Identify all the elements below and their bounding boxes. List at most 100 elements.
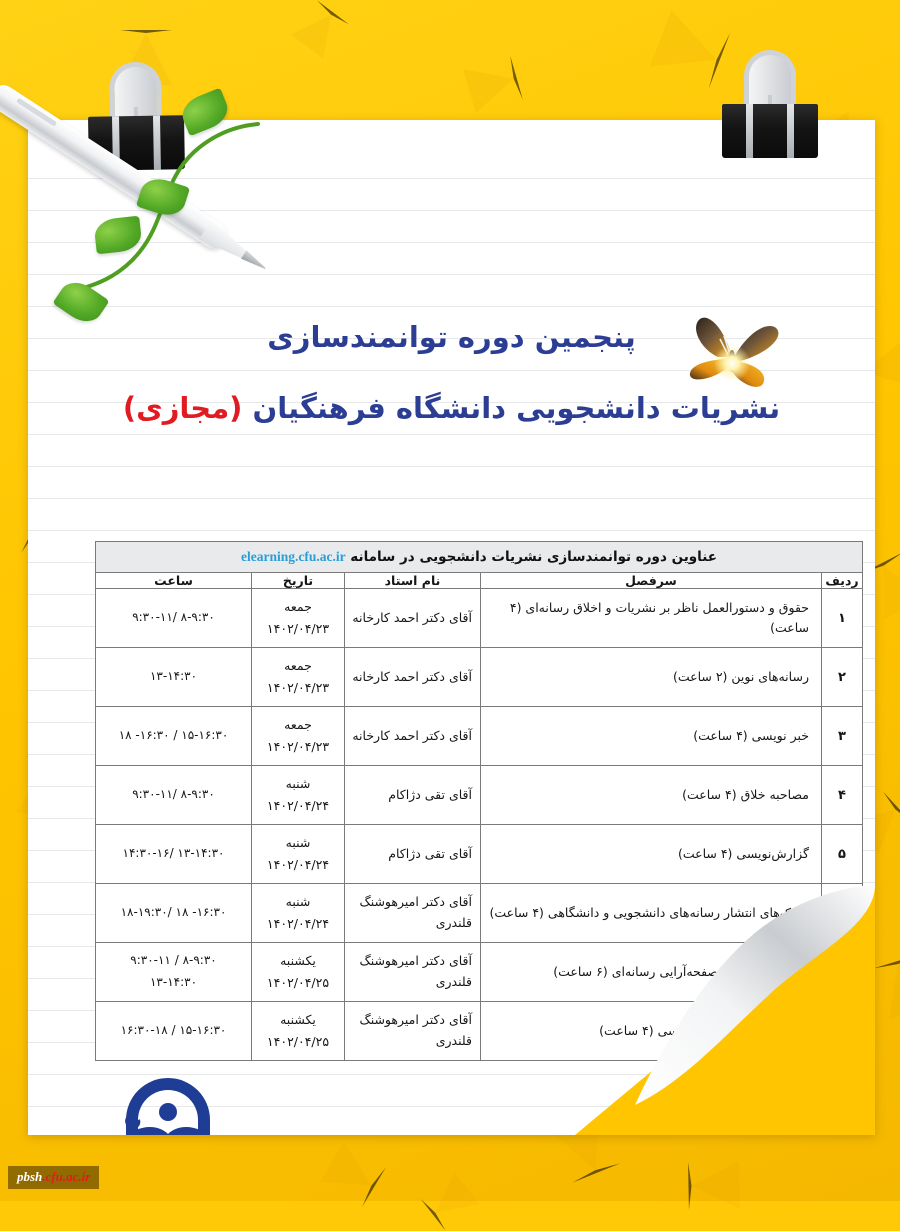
row-teacher: آقای تقی دژاکام (344, 824, 481, 884)
table-row: ۱ حقوق و دستورالعمل ناظر بر نشریات و اخلا… (95, 588, 863, 648)
row-subject: خبر نویسی (۴ ساعت) (480, 706, 822, 766)
row-number: ۶ (821, 883, 863, 943)
rule-line (28, 402, 875, 403)
row-date-value: ۱۴۰۲/۰۴/۲۳ (266, 680, 330, 695)
row-number: ۸ (821, 1001, 863, 1061)
page-title-virtual-tag: (مجازی) (122, 390, 243, 425)
rule-line (28, 242, 875, 243)
row-teacher: آقای دکتر احمد کارخانه (344, 588, 481, 648)
row-number: ۵ (821, 824, 863, 884)
row-date-value: ۱۴۰۲/۰۴/۲۴ (266, 798, 330, 813)
row-time-1: ۱۳-۱۴:۳۰ /۱۴:۳۰-۱۶ (122, 846, 225, 861)
row-time-2: ۱۳-۱۴:۳۰ (149, 975, 198, 989)
schedule-table: عناوین دوره توانمندسازی نشریات دانشجویی … (95, 541, 863, 1061)
row-subject: رسانه‌های نوین (۲ ساعت) (480, 647, 822, 707)
rule-line (28, 466, 875, 467)
elearning-url-link[interactable]: elearning.cfu.ac.ir (241, 549, 346, 564)
table-row: ۸ مقاله رسانه‌ای و مقاله‌نویسی (۴ ساعت) آق… (95, 1001, 863, 1061)
row-date: جمعه ۱۴۰۲/۰۴/۲۳ (251, 588, 345, 648)
col-header-subject: سرفصل (480, 572, 822, 589)
row-date: شنبه ۱۴۰۲/۰۴/۲۴ (251, 824, 345, 884)
butterfly-icon (689, 317, 779, 387)
rule-line (28, 1106, 875, 1107)
row-number: ۴ (821, 765, 863, 825)
row-date: یکشنبه ۱۴۰۲/۰۴/۲۵ (251, 942, 345, 1002)
row-date-value: ۱۴۰۲/۰۴/۲۴ (266, 857, 330, 872)
row-weekday: شنبه (285, 835, 311, 851)
row-time: ۸-۹:۳۰ / ۹:۳۰-۱۱ ۱۳-۱۴:۳۰ (95, 942, 252, 1002)
row-date: شنبه ۱۴۰۲/۰۴/۲۴ (251, 765, 345, 825)
rule-line (28, 210, 875, 211)
row-time: ۱۵-۱۶:۳۰ / ۱۶:۳۰-۱۸ (95, 1001, 252, 1061)
table-row: ۵ گزارش‌نویسی (۴ ساعت) آقای تقی دژاکام شنبه… (95, 824, 863, 884)
page-title-line1: پنجمین دوره توانمندسازی (267, 320, 636, 354)
row-weekday: جمعه (284, 658, 312, 674)
table-row: ۶ تکنیک‌های انتشار رسانه‌های دانشجویی و د… (95, 883, 863, 943)
row-time: ۱۳-۱۴:۳۰ (95, 647, 252, 707)
row-subject: گزارش‌نویسی (۴ ساعت) (480, 824, 822, 884)
row-time: ۸-۹:۳۰ /۹:۳۰-۱۱ (95, 588, 252, 648)
row-weekday: شنبه (285, 776, 311, 792)
cfu-logo: دانشگاه فرهنگیان معاونت فرهنگی و اجتماعی (106, 1068, 231, 1135)
rule-line (28, 530, 875, 531)
binder-clip-right-wire (744, 50, 796, 114)
row-subject: مقاله رسانه‌ای و مقاله‌نویسی (۴ ساعت) (480, 1001, 822, 1061)
schedule-table-wrapper: عناوین دوره توانمندسازی نشریات دانشجویی … (95, 541, 863, 1061)
table-row: ۲ رسانه‌های نوین (۲ ساعت) آقای دکتر احمد ک… (95, 647, 863, 707)
row-time-1: ۱۵-۱۶:۳۰ / ۱۶:۳۰-۱۸ (120, 1023, 227, 1038)
watermark-part2: .cfu.ac.ir (42, 1169, 91, 1184)
row-date: جمعه ۱۴۰۲/۰۴/۲۳ (251, 647, 345, 707)
col-header-time: ساعت (95, 572, 252, 589)
row-time: ۱۳-۱۴:۳۰ /۱۴:۳۰-۱۶ (95, 824, 252, 884)
rule-line (28, 178, 875, 179)
row-time: ۱۵-۱۶:۳۰ / ۱۶:۳۰- ۱۸ (95, 706, 252, 766)
background-triangle (291, 0, 349, 59)
row-time-1: ۱۶:۳۰- ۱۸ /۱۸-۱۹:۳۰ (120, 905, 227, 920)
row-date-value: ۱۴۰۲/۰۴/۲۳ (266, 621, 330, 636)
row-weekday: جمعه (284, 599, 312, 615)
row-weekday: یکشنبه (280, 953, 316, 969)
row-time-1: ۱۵-۱۶:۳۰ / ۱۶:۳۰- ۱۸ (118, 728, 229, 743)
binder-clip-right-body (722, 104, 818, 158)
row-teacher: آقای تقی دژاکام (344, 765, 481, 825)
rule-line (28, 274, 875, 275)
table-caption-text: عناوین دوره توانمندسازی نشریات دانشجویی … (345, 549, 717, 565)
rule-line (28, 306, 875, 307)
row-teacher: آقای دکتر امیرهوشنگ قلندری (344, 883, 481, 943)
row-date-value: ۱۴۰۲/۰۴/۲۵ (266, 975, 330, 990)
row-time: ۱۶:۳۰- ۱۸ /۱۸-۱۹:۳۰ (95, 883, 252, 943)
row-subject: اصول گرافیکی و صفحه‌آرایی رسانه‌ای (۶ سا… (480, 942, 822, 1002)
row-time: ۸-۹:۳۰ /۹:۳۰-۱۱ (95, 765, 252, 825)
background-triangle (463, 55, 523, 114)
row-date: شنبه ۱۴۰۲/۰۴/۲۴ (251, 883, 345, 943)
row-time-1: ۱۳-۱۴:۳۰ (149, 669, 198, 684)
row-teacher: آقای دکتر احمد کارخانه (344, 647, 481, 707)
row-time-1: ۸-۹:۳۰ / ۹:۳۰-۱۱ (130, 953, 217, 968)
row-subject: حقوق و دستورالعمل ناظر بر نشریات و اخلاق… (480, 588, 822, 648)
row-weekday: شنبه (285, 894, 311, 910)
row-number: ۱ (821, 588, 863, 648)
rule-line (28, 338, 875, 339)
row-teacher: آقای دکتر امیرهوشنگ قلندری (344, 942, 481, 1002)
row-teacher: آقای دکتر امیرهوشنگ قلندری (344, 1001, 481, 1061)
col-header-row: ردیف (821, 572, 863, 589)
background-triangle (420, 1172, 480, 1231)
col-header-date: تاریخ (251, 572, 345, 589)
row-date-value: ۱۴۰۲/۰۴/۲۵ (266, 1034, 330, 1049)
row-teacher: آقای دکتر احمد کارخانه (344, 706, 481, 766)
row-date: جمعه ۱۴۰۲/۰۴/۲۳ (251, 706, 345, 766)
row-number: ۷ (821, 942, 863, 1002)
rule-line (28, 1074, 875, 1075)
rule-line (28, 498, 875, 499)
cfu-logo-mark (125, 1078, 210, 1135)
page-title-line2-main: نشریات دانشجویی دانشگاه فرهنگیان (242, 390, 781, 425)
table-row: ۷ اصول گرافیکی و صفحه‌آرایی رسانه‌ای (۶ س… (95, 942, 863, 1002)
row-date-value: ۱۴۰۲/۰۴/۲۴ (266, 916, 330, 931)
table-row: ۳ خبر نویسی (۴ ساعت) آقای دکتر احمد کارخان… (95, 706, 863, 766)
row-weekday: یکشنبه (280, 1012, 316, 1028)
row-subject: تکنیک‌های انتشار رسانه‌های دانشجویی و دا… (480, 883, 822, 943)
row-subject: مصاحبه خلاق (۴ ساعت) (480, 765, 822, 825)
background-triangle (649, 10, 731, 89)
site-watermark: pbsh.cfu.ac.ir (8, 1166, 100, 1189)
background-triangle (873, 953, 900, 1020)
